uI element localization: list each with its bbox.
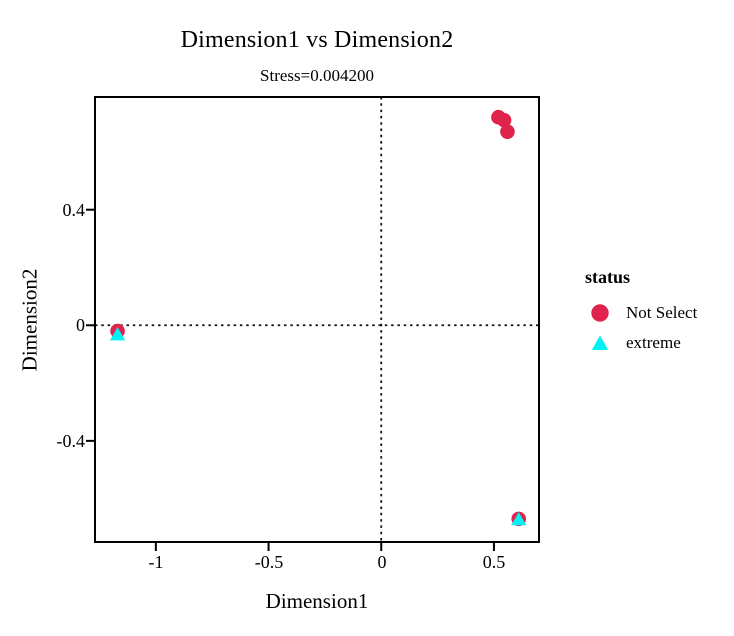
circle-marker-icon	[591, 304, 609, 322]
y-tick-label: 0.4	[62, 200, 86, 220]
x-axis-label: Dimension1	[265, 589, 369, 613]
plot-border	[94, 96, 540, 543]
data-point-not-select	[500, 124, 515, 139]
chart-title: Dimension1 vs Dimension2	[180, 27, 454, 53]
chart-subtitle: Stress=0.004200	[260, 66, 374, 85]
data-point-extreme	[109, 327, 126, 341]
data-point-extreme	[511, 512, 527, 526]
legend-label: extreme	[626, 333, 681, 352]
triangle-marker-icon	[591, 335, 609, 350]
x-tick-label: -1	[148, 552, 164, 572]
data-points-layer	[109, 109, 527, 527]
y-axis-label: Dimension2	[17, 268, 42, 372]
y-tick-label: -0.4	[56, 431, 86, 451]
x-tick-label: -0.5	[254, 552, 284, 572]
x-tick-label: 0.5	[482, 552, 506, 572]
legend-item-not-select: Not Select	[583, 298, 733, 328]
axis-tick-marks	[86, 208, 495, 551]
legend: status Not Select extreme	[583, 267, 733, 358]
legend-label: Not Select	[626, 303, 698, 322]
x-tick-label: 0	[377, 552, 387, 572]
legend-item-extreme: extreme	[583, 328, 733, 358]
y-tick-label: 0	[76, 315, 85, 335]
legend-title: status	[585, 267, 631, 287]
data-point-not-select	[496, 112, 512, 128]
zero-reference-lines	[95, 97, 539, 542]
